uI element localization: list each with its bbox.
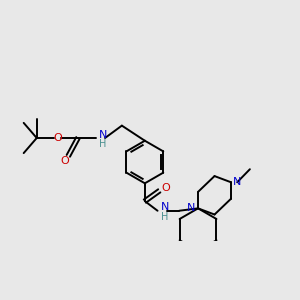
Text: N: N xyxy=(160,202,169,212)
Text: O: O xyxy=(61,156,69,166)
Text: N: N xyxy=(99,130,107,140)
Text: H: H xyxy=(160,212,168,222)
Text: O: O xyxy=(53,133,62,143)
Text: O: O xyxy=(161,183,170,193)
Text: N: N xyxy=(233,177,241,187)
Text: H: H xyxy=(99,139,106,149)
Text: N: N xyxy=(187,203,195,213)
